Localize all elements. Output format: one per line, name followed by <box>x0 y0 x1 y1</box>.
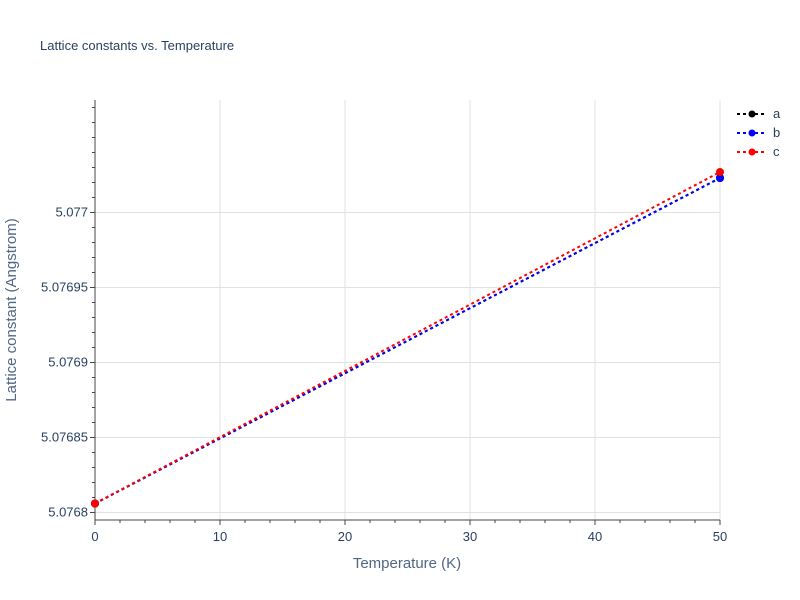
chart-title: Lattice constants vs. Temperature <box>40 38 234 53</box>
x-tick-label: 30 <box>463 529 477 544</box>
data-point-c <box>716 168 724 176</box>
legend-item-b[interactable]: b <box>737 125 780 140</box>
axes: 0 10 20 30 40 50 5.0768 5.07685 5.0769 5.07695 5.0… <box>41 100 727 544</box>
x-tick-label: 20 <box>338 529 352 544</box>
legend-label: a <box>773 106 781 121</box>
legend-label: b <box>773 125 780 140</box>
y-axis-title: Lattice constant (Angstrom) <box>3 218 20 401</box>
y-tick-label: 5.07685 <box>41 430 88 445</box>
data-point-c <box>91 499 99 508</box>
grid <box>95 100 721 520</box>
y-tick-label: 5.077 <box>55 205 88 220</box>
x-tick-label: 50 <box>713 529 727 544</box>
y-tick-label: 5.0768 <box>48 505 88 520</box>
legend[interactable]: abc <box>737 106 781 159</box>
legend-swatch-marker <box>748 129 756 137</box>
legend-swatch-marker <box>748 148 756 156</box>
series-line-c <box>94 171 721 505</box>
legend-item-a[interactable]: a <box>737 106 781 121</box>
legend-item-c[interactable]: c <box>737 144 780 159</box>
data-point-b <box>716 174 724 182</box>
series-line-b <box>94 177 721 505</box>
legend-swatch-marker <box>748 110 756 118</box>
legend-label: c <box>773 144 780 159</box>
x-axis-title: Temperature (K) <box>353 555 461 572</box>
x-tick-label: 10 <box>213 529 227 544</box>
x-tick-label: 40 <box>588 529 602 544</box>
series-line-a <box>94 177 721 505</box>
series-group <box>91 168 724 508</box>
y-tick-label: 5.0769 <box>48 355 88 370</box>
y-tick-label: 5.07695 <box>41 280 88 295</box>
x-tick-label: 0 <box>91 529 98 544</box>
